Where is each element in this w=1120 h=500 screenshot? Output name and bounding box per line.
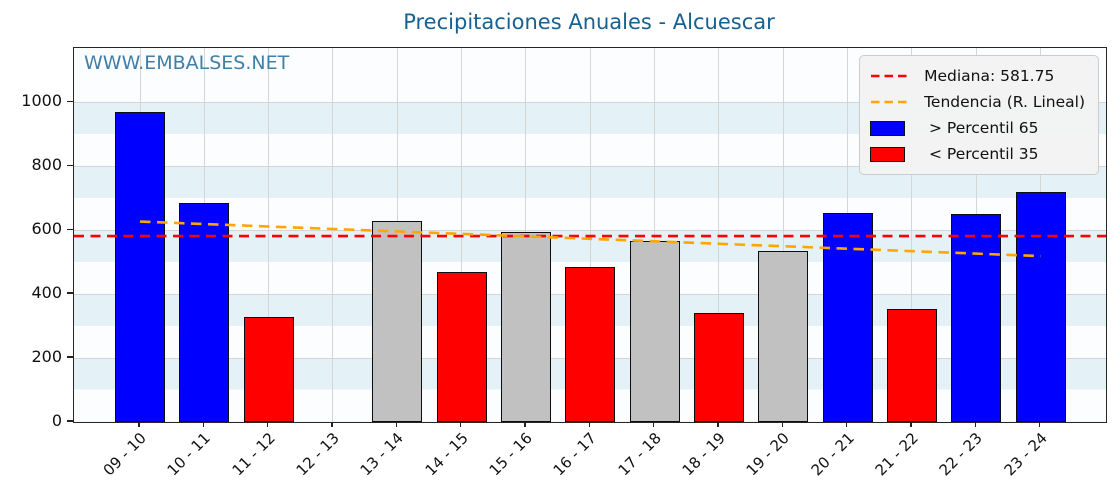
watermark: WWW.EMBALSES.NET <box>84 52 290 74</box>
plot-area: WWW.EMBALSES.NET Mediana: 581.75 Tendenc… <box>73 47 1107 423</box>
y-tick-label: 0 <box>51 411 62 430</box>
trend-line <box>139 220 1041 258</box>
x-tick <box>781 422 783 428</box>
x-tick-label-text: 16 - 17 <box>549 429 601 480</box>
y-tick <box>67 164 73 166</box>
x-tick-label-text: 12 - 13 <box>292 429 343 480</box>
x-tick-label-text: 18 - 19 <box>678 429 729 480</box>
x-tick-label-text: 14 - 15 <box>421 429 472 480</box>
x-tick <box>846 422 848 428</box>
y-tick <box>67 292 73 294</box>
x-tick-label-text: 15 - 16 <box>485 429 536 480</box>
v-gridline <box>332 48 334 422</box>
x-tick-label-text: 21 - 22 <box>871 429 922 480</box>
bar-14-15 <box>436 271 487 422</box>
legend-label: Tendencia (R. Lineal) <box>924 93 1085 111</box>
legend-item-mediana: Mediana: 581.75 <box>870 63 1085 89</box>
bar-18-19 <box>693 313 744 422</box>
y-tick-label: 600 <box>31 219 62 239</box>
x-tick <box>267 422 269 428</box>
v-gridline <box>268 48 270 422</box>
x-tick <box>974 422 976 428</box>
y-tick-label: 200 <box>31 347 62 367</box>
x-tick <box>202 422 204 428</box>
bar-13-14 <box>372 220 423 422</box>
bar-21-22 <box>886 308 937 422</box>
legend-label: > Percentil 65 <box>924 119 1039 137</box>
bar-20-21 <box>822 212 873 422</box>
blue-patch-icon <box>870 120 910 136</box>
x-tick-label-text: 13 - 14 <box>356 429 408 480</box>
x-tick <box>138 422 140 428</box>
bar-23-24 <box>1015 191 1066 422</box>
v-gridline <box>911 48 913 422</box>
bar-22-23 <box>951 214 1002 422</box>
legend-label: < Percentil 35 <box>924 145 1039 163</box>
y-tick-label: 800 <box>31 155 62 175</box>
y-tick <box>67 420 73 422</box>
reference-lines-layer <box>74 220 1106 258</box>
trend-dash-icon <box>870 99 910 105</box>
y-tick <box>67 356 73 358</box>
bar-16-17 <box>565 266 616 422</box>
x-tick-label-text: 11 - 12 <box>228 429 279 480</box>
bar-19-20 <box>758 250 809 422</box>
x-tick-label-text: 10 - 11 <box>163 429 215 480</box>
y-tick-label: 400 <box>31 283 62 303</box>
red-patch-icon <box>870 146 910 162</box>
bar-09-10 <box>115 111 165 422</box>
bar-15-16 <box>500 231 551 422</box>
x-tick-label-text: 23 - 24 <box>1000 429 1051 480</box>
legend: Mediana: 581.75 Tendencia (R. Lineal) > … <box>859 55 1099 175</box>
y-tick-label: 1000 <box>21 91 62 111</box>
y-tick <box>67 228 73 230</box>
bar-10-11 <box>179 203 230 422</box>
x-tick-label-text: 09 - 10 <box>99 429 150 480</box>
legend-item-percentil65: > Percentil 65 <box>870 115 1085 141</box>
v-gridline <box>782 48 784 422</box>
x-tick <box>331 422 333 428</box>
x-tick <box>1039 422 1041 428</box>
legend-item-percentil35: < Percentil 35 <box>870 141 1085 167</box>
x-tick <box>717 422 719 428</box>
median-dash-icon <box>870 73 910 79</box>
bar-17-18 <box>629 241 680 422</box>
x-tick-label-text: 22 - 23 <box>935 429 987 480</box>
y-tick <box>67 100 73 102</box>
x-tick <box>460 422 462 428</box>
x-tick-label-text: 19 - 20 <box>742 429 794 480</box>
x-tick-label-text: 17 - 18 <box>614 429 665 480</box>
chart-title: Precipitaciones Anuales - Alcuescar <box>403 10 775 34</box>
x-tick-label-text: 20 - 21 <box>807 429 858 480</box>
x-tick <box>395 422 397 428</box>
bar-11-12 <box>243 316 294 422</box>
legend-label: Mediana: 581.75 <box>924 67 1055 85</box>
x-tick <box>524 422 526 428</box>
x-tick <box>653 422 655 428</box>
legend-item-tendencia: Tendencia (R. Lineal) <box>870 89 1085 115</box>
x-tick <box>910 422 912 428</box>
x-tick <box>588 422 590 428</box>
